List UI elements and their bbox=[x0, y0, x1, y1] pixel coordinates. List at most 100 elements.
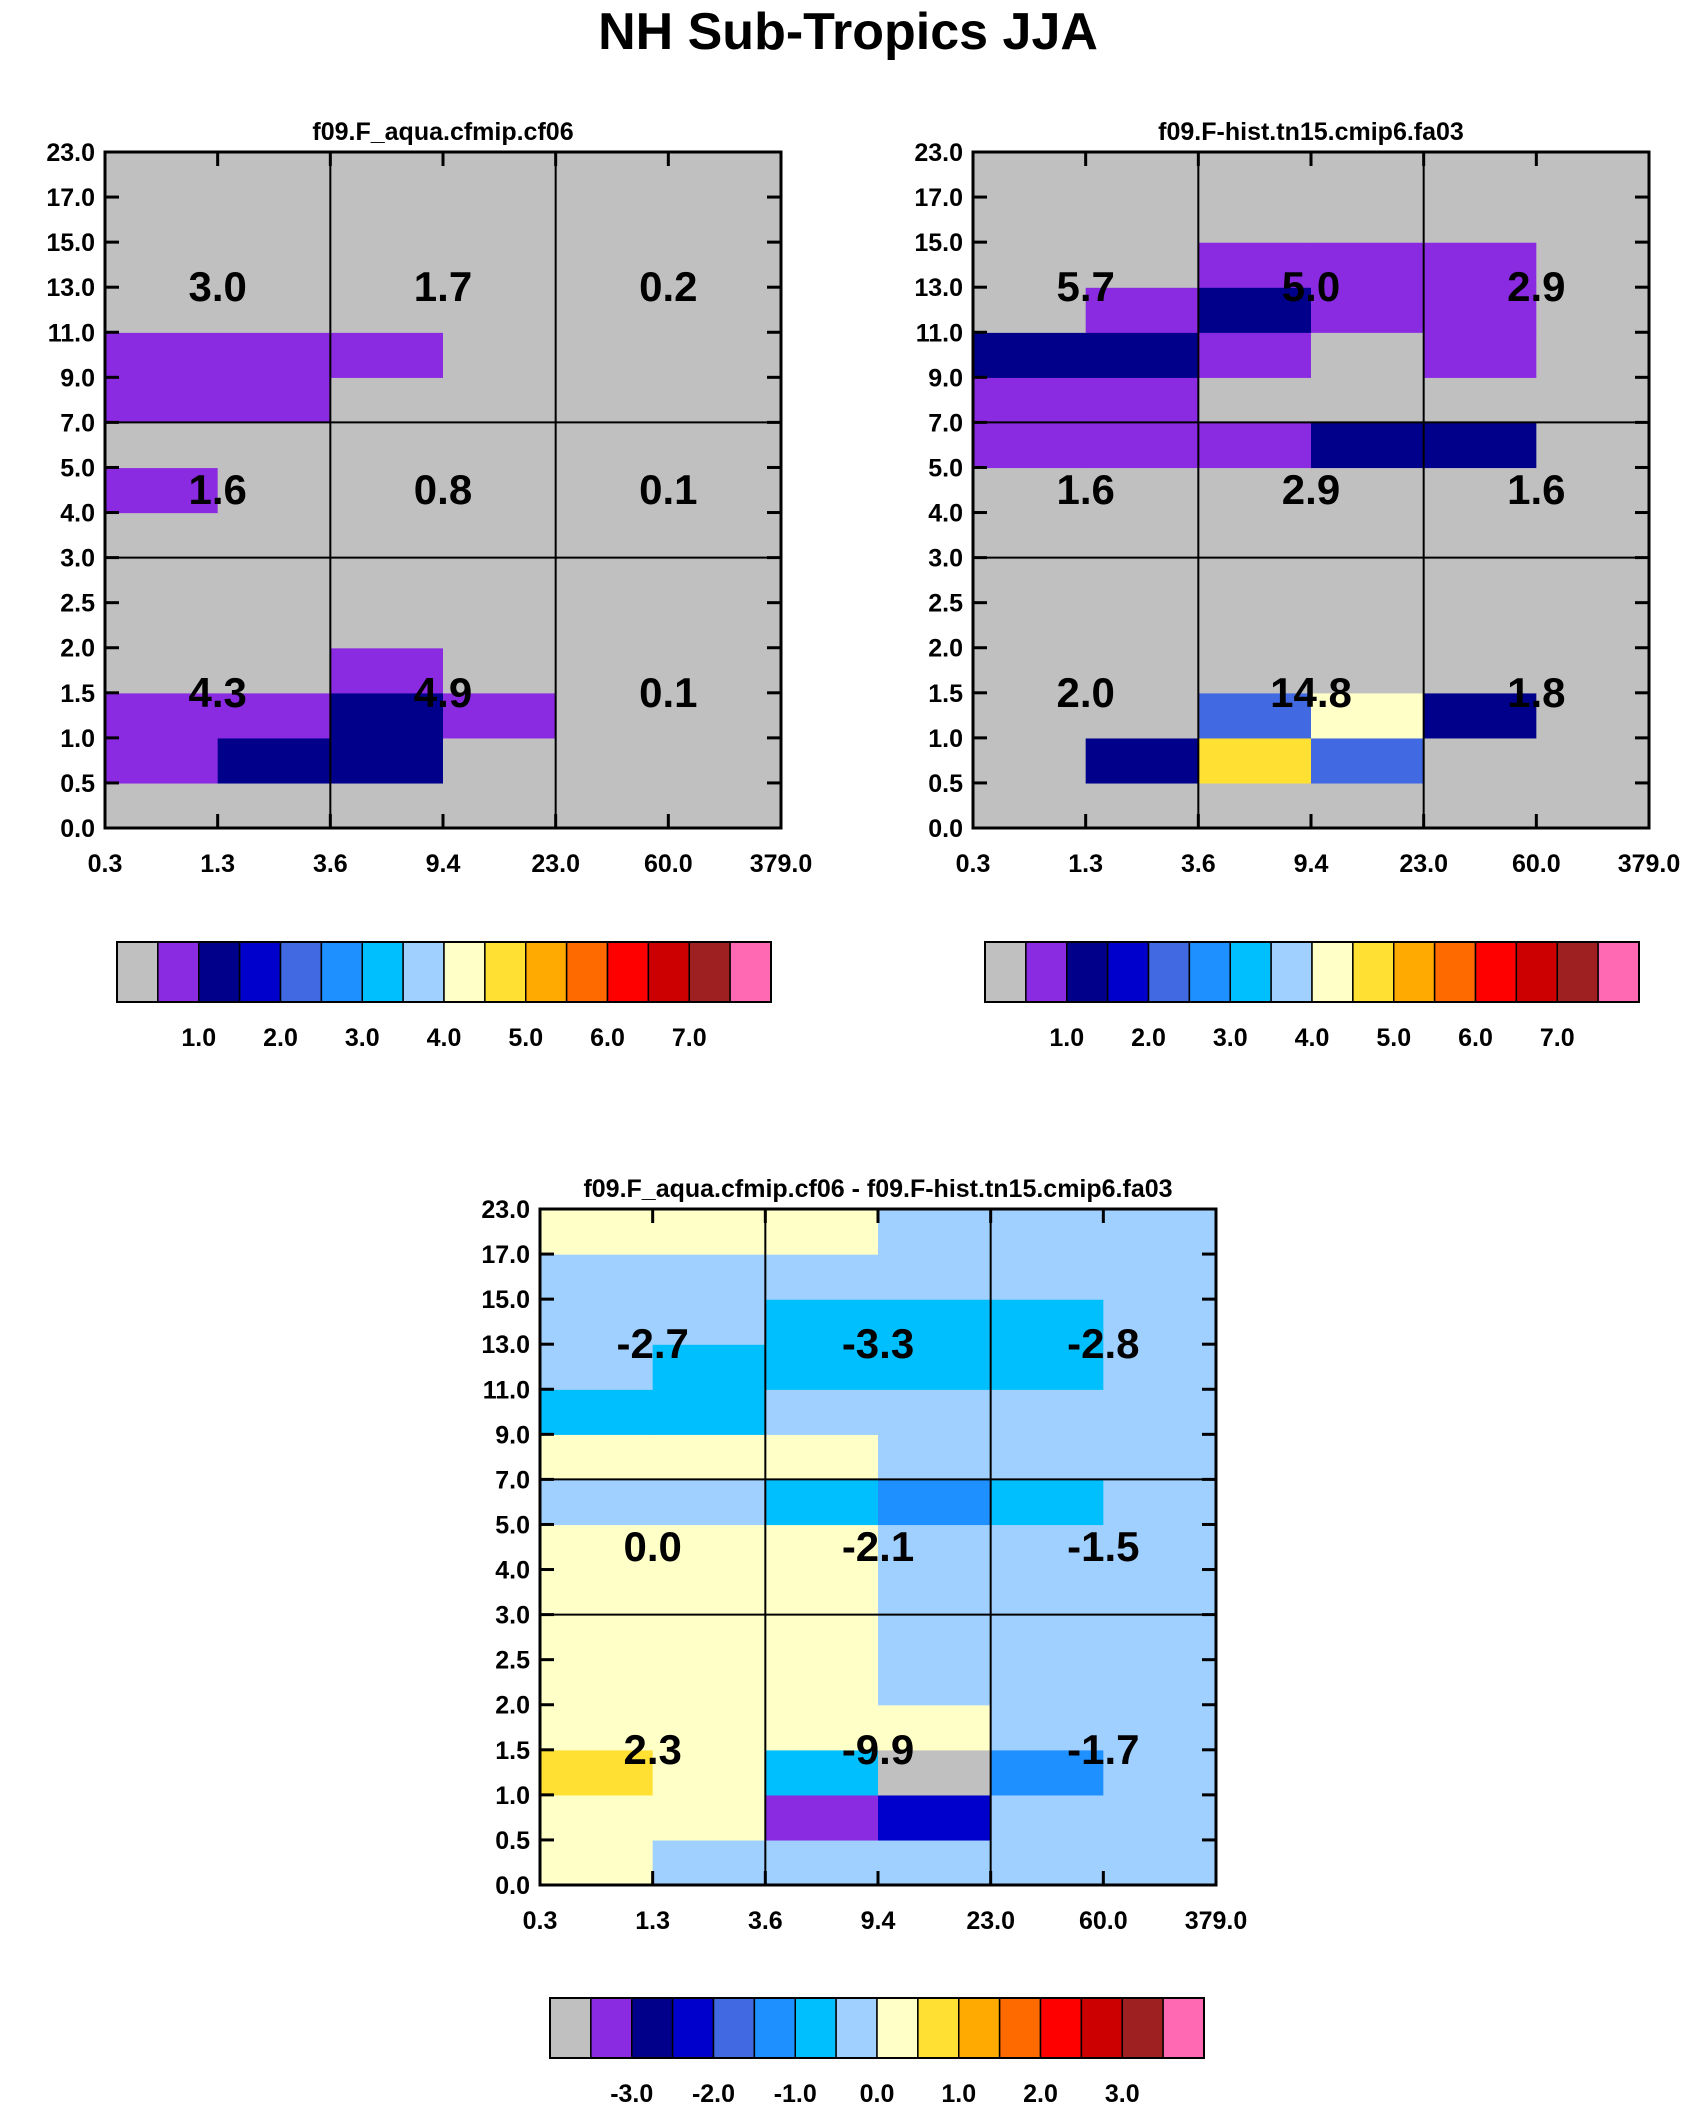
heatmap-cell bbox=[990, 1389, 1104, 1435]
x-tick-label: 9.4 bbox=[1294, 850, 1329, 878]
colorbar-label: 3.0 bbox=[1213, 1024, 1248, 1052]
heatmap-cell bbox=[990, 1659, 1104, 1706]
heatmap-cell bbox=[652, 1704, 766, 1751]
y-tick-label: 0.0 bbox=[60, 815, 95, 843]
y-tick-label: 1.5 bbox=[495, 1737, 530, 1765]
heatmap-cell bbox=[990, 1794, 1104, 1841]
heatmap-cell bbox=[1198, 602, 1312, 649]
heatmap-cell bbox=[1536, 692, 1650, 739]
colorbar-swatch bbox=[279, 941, 323, 1003]
colorbar-swatch bbox=[958, 1997, 1001, 2059]
heatmap-cell bbox=[330, 242, 444, 288]
heatmap-panel-1: f09.F_aqua.cfmip.cf06 0.3 1.3 3.6 9.4 23.0 60.… bbox=[46, 118, 812, 1052]
heatmap-cell bbox=[652, 1299, 766, 1345]
heatmap-cell bbox=[652, 1479, 766, 1526]
heatmap-cell bbox=[765, 1659, 879, 1706]
heatmap-cell bbox=[105, 737, 219, 784]
box-value-label: 2.3 bbox=[623, 1726, 681, 1773]
heatmap-cell bbox=[668, 557, 782, 604]
heatmap-cell bbox=[443, 782, 557, 829]
colorbar-swatch bbox=[1352, 941, 1395, 1003]
heatmap-cell bbox=[990, 1344, 1104, 1390]
y-tick-label: 11.0 bbox=[48, 319, 95, 347]
colorbar-swatch bbox=[1270, 941, 1313, 1003]
colorbar-swatch bbox=[631, 1997, 674, 2059]
heatmap-cell bbox=[1085, 512, 1199, 559]
heatmap-cell bbox=[668, 422, 782, 469]
heatmap-cell bbox=[765, 1389, 879, 1435]
box-value-label: -3.3 bbox=[842, 1320, 914, 1367]
colorbar-label: 2.0 bbox=[263, 1024, 298, 1052]
heatmap-cell bbox=[443, 512, 557, 559]
heatmap-cell bbox=[1198, 782, 1312, 829]
heatmap-cell bbox=[652, 1569, 766, 1616]
heatmap-cell bbox=[765, 1794, 879, 1841]
x-tick-label: 0.3 bbox=[523, 1907, 558, 1935]
heatmap-cell bbox=[555, 782, 669, 829]
x-tick-label: 9.4 bbox=[426, 850, 461, 878]
heatmap-cell bbox=[217, 692, 331, 739]
box-value-label: 4.3 bbox=[188, 669, 246, 716]
heatmap-cell bbox=[1103, 1704, 1217, 1751]
box-value-label: -1.5 bbox=[1067, 1523, 1139, 1570]
heatmap-cell bbox=[217, 782, 331, 829]
colorbar-swatch bbox=[238, 941, 282, 1003]
panel-title: f09.F_aqua.cfmip.cf06 - f09.F-hist.tn15.… bbox=[583, 1175, 1172, 1203]
heatmap-cell bbox=[765, 1479, 879, 1526]
colorbar-label: -1.0 bbox=[774, 2080, 817, 2108]
heatmap-cell bbox=[1423, 602, 1537, 649]
heatmap-cell bbox=[878, 1389, 992, 1435]
heatmap-cell bbox=[540, 1389, 654, 1435]
x-tick-label: 1.3 bbox=[635, 1907, 670, 1935]
y-tick-label: 3.0 bbox=[928, 545, 963, 573]
heatmap-cell bbox=[105, 647, 219, 694]
heatmap-cell bbox=[1085, 377, 1199, 423]
colorbar-swatch bbox=[565, 941, 609, 1003]
heatmap-cell bbox=[1085, 602, 1199, 649]
heatmap-cell bbox=[765, 1254, 879, 1300]
x-tick-label: 1.3 bbox=[200, 850, 235, 878]
heatmap-cell bbox=[1198, 467, 1312, 514]
y-tick-label: 23.0 bbox=[46, 139, 95, 167]
heatmap-cell bbox=[105, 287, 219, 333]
heatmap-cell bbox=[1103, 1794, 1217, 1841]
colorbar-swatch bbox=[1433, 941, 1477, 1003]
heatmap-cell bbox=[765, 1704, 879, 1751]
heatmap-cell bbox=[555, 602, 669, 649]
heatmap-cell bbox=[652, 1389, 766, 1435]
heatmap-cell bbox=[1198, 287, 1312, 333]
heatmap-cell bbox=[105, 332, 219, 378]
colorbar-label: 4.0 bbox=[1295, 1024, 1330, 1052]
heatmap-cell bbox=[668, 242, 782, 288]
heatmap-cell bbox=[973, 557, 1087, 604]
heatmap-cell bbox=[668, 512, 782, 559]
heatmap-cell bbox=[1311, 647, 1425, 694]
heatmap-cell bbox=[652, 1794, 766, 1841]
heatmap-cell bbox=[973, 332, 1087, 378]
heatmap-cell bbox=[990, 1614, 1104, 1661]
colorbar-swatch bbox=[525, 941, 568, 1003]
heatmap-cell bbox=[1423, 287, 1537, 333]
heatmap-cell bbox=[443, 422, 557, 469]
y-tick-label: 4.0 bbox=[928, 500, 963, 528]
heatmap-cell bbox=[443, 242, 557, 288]
heatmap-cell bbox=[1085, 287, 1199, 333]
heatmap-cell bbox=[105, 512, 219, 559]
y-tick-label: 23.0 bbox=[914, 139, 963, 167]
y-tick-label: 5.0 bbox=[495, 1511, 530, 1539]
colorbar-swatch bbox=[998, 1997, 1042, 2059]
heatmap-cell bbox=[990, 1254, 1104, 1300]
colorbar-label: 6.0 bbox=[590, 1024, 625, 1052]
heatmap-cell bbox=[555, 647, 669, 694]
heatmap-cell bbox=[540, 1614, 654, 1661]
box-value-label: 5.7 bbox=[1056, 263, 1114, 310]
box-value-label: 1.6 bbox=[1507, 466, 1565, 513]
heatmap-cell bbox=[1198, 242, 1312, 288]
heatmap-cell bbox=[668, 647, 782, 694]
y-tick-label: 4.0 bbox=[60, 500, 95, 528]
heatmap-cell bbox=[990, 1209, 1104, 1255]
panel-title: f09.F-hist.tn15.cmip6.fa03 bbox=[1158, 118, 1464, 146]
x-tick-label: 1.3 bbox=[1068, 850, 1103, 878]
heatmap-cell bbox=[443, 152, 557, 198]
